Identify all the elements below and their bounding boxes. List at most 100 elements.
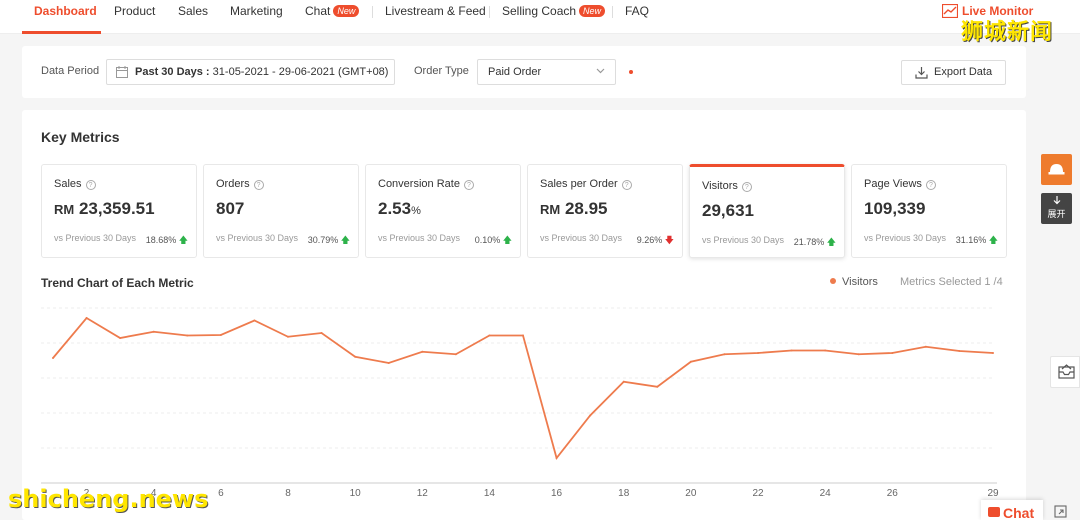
data-point[interactable] [958,350,961,352]
metric-value: RM 28.95 [540,199,608,219]
data-point[interactable] [891,352,894,354]
help-icon[interactable]: ? [621,180,632,190]
data-point[interactable] [52,357,54,359]
calendar-icon [116,66,128,78]
tab-chat[interactable]: Chat New [305,4,360,18]
inbox-float-button[interactable] [1050,356,1080,388]
expand-float-button[interactable]: 展开 [1041,193,1072,224]
data-point[interactable] [287,335,289,338]
data-point[interactable] [320,332,323,334]
data-point[interactable] [387,362,390,364]
metric-card[interactable]: Visitors? 29,631 vs Previous 30 Days 21.78%… [689,164,845,258]
data-point[interactable] [152,330,155,333]
watermark-bottom: shicheng.news [8,485,209,513]
metric-change: 9.26% 🡇 [637,233,674,249]
tab-selling-coach-label: Selling Coach [502,4,577,18]
data-point[interactable] [354,355,357,358]
metric-value: 109,339 [864,199,925,219]
order-type-select[interactable]: Paid Order [477,59,616,85]
metric-title-text: Sales per Order [540,178,618,190]
new-badge: New [579,5,606,17]
tab-chat-label: Chat [305,4,331,18]
x-tick-label: 20 [685,488,697,499]
tab-sales[interactable]: Sales [178,4,209,18]
live-monitor-link[interactable]: Live Monitor [941,3,1033,19]
data-point[interactable] [757,352,759,354]
data-point[interactable] [253,319,256,322]
x-tick-label: 2 [84,488,90,499]
chat-button[interactable]: Chat [981,500,1043,520]
data-point[interactable] [454,353,457,356]
metric-comparison-label: vs Previous 30 Days [378,233,461,243]
data-point[interactable] [555,457,558,459]
x-tick-label: 24 [820,488,832,499]
expand-label: 展开 [1047,209,1066,219]
tab-dashboard[interactable]: Dashboard [34,4,97,18]
metric-comparison-label: vs Previous 30 Days [54,233,137,243]
metric-title-text: Visitors [702,180,738,192]
metric-title-text: Sales [54,178,82,190]
metric-card[interactable]: Orders? 807 vs Previous 30 Days 30.79% 🡅 [203,164,359,258]
metric-title: Sales per Order? [540,178,632,190]
data-point[interactable] [689,360,692,363]
watermark-top: 狮城新闻 [961,20,1054,45]
metric-value-text: 28.95 [564,199,608,218]
data-point[interactable] [421,350,424,353]
data-point[interactable] [857,353,860,356]
tab-product[interactable]: Product [114,4,156,18]
metric-title-text: Page Views [864,178,922,190]
export-data-button[interactable]: Export Data [901,60,1006,85]
metric-change-text: 0.10% [474,235,501,245]
metric-title-text: Conversion Rate [378,178,460,190]
data-point[interactable] [522,334,524,337]
data-point[interactable] [85,317,88,319]
metric-change: 31.16% 🡅 [956,233,998,249]
chart-legend[interactable]: Visitors [830,276,878,288]
series-line-visitors[interactable] [52,316,994,460]
tab-marketing[interactable]: Marketing [230,4,283,18]
metric-title: Orders? [216,178,264,190]
data-point[interactable] [656,385,659,388]
nav-divider [489,6,490,18]
data-point[interactable] [219,334,222,336]
order-type-label: Order Type [414,65,469,77]
tab-livestream-feed[interactable]: Livestream & Feed [385,4,486,18]
metric-title: Sales? [54,178,96,190]
data-point[interactable] [992,352,994,354]
tab-selling-coach[interactable]: Selling Coach New [502,4,606,18]
x-tick-label: 14 [484,488,496,499]
data-point[interactable] [186,334,189,337]
metric-card[interactable]: Sales? RM 23,359.51 vs Previous 30 Days 18.… [41,164,197,258]
data-point[interactable] [488,334,491,337]
help-icon[interactable]: ? [741,182,752,192]
metric-comparison-label: vs Previous 30 Days [216,233,299,243]
metric-change-text: 21.78% [793,237,825,247]
metric-change-text: 30.79% [307,235,339,245]
data-point[interactable] [622,380,625,383]
data-point[interactable] [119,337,122,339]
help-icon[interactable]: ? [253,180,264,190]
metric-card[interactable]: Conversion Rate? 2.53% vs Previous 30 Days… [365,164,521,258]
data-point[interactable] [790,349,793,352]
metric-card[interactable]: Page Views? 109,339 vs Previous 30 Days 31.… [851,164,1007,258]
data-point[interactable] [824,349,827,352]
live-monitor-icon [941,3,959,19]
tab-faq[interactable]: FAQ [625,4,650,18]
x-tick-label: 10 [350,488,362,499]
data-point[interactable] [589,414,592,417]
date-range-picker[interactable]: Past 30 Days : 31-05-2021 - 29-06-2021 (… [106,59,395,85]
x-tick-label: 8 [285,488,291,499]
legend-marker [830,278,836,284]
popout-icon[interactable] [1054,505,1068,519]
period-preset: Past 30 Days : [135,66,210,78]
legend-label: Visitors [842,276,878,288]
data-point[interactable] [723,353,726,356]
help-icon[interactable]: ? [925,180,936,190]
help-icon[interactable]: ? [85,180,96,190]
metric-comparison-label: vs Previous 30 Days [864,233,947,243]
help-icon[interactable]: ? [463,180,474,190]
chevron-down-icon [596,68,605,74]
data-point[interactable] [924,345,927,348]
metric-card[interactable]: Sales per Order? RM 28.95 vs Previous 30 D… [527,164,683,258]
helmet-float-button[interactable] [1041,154,1072,185]
